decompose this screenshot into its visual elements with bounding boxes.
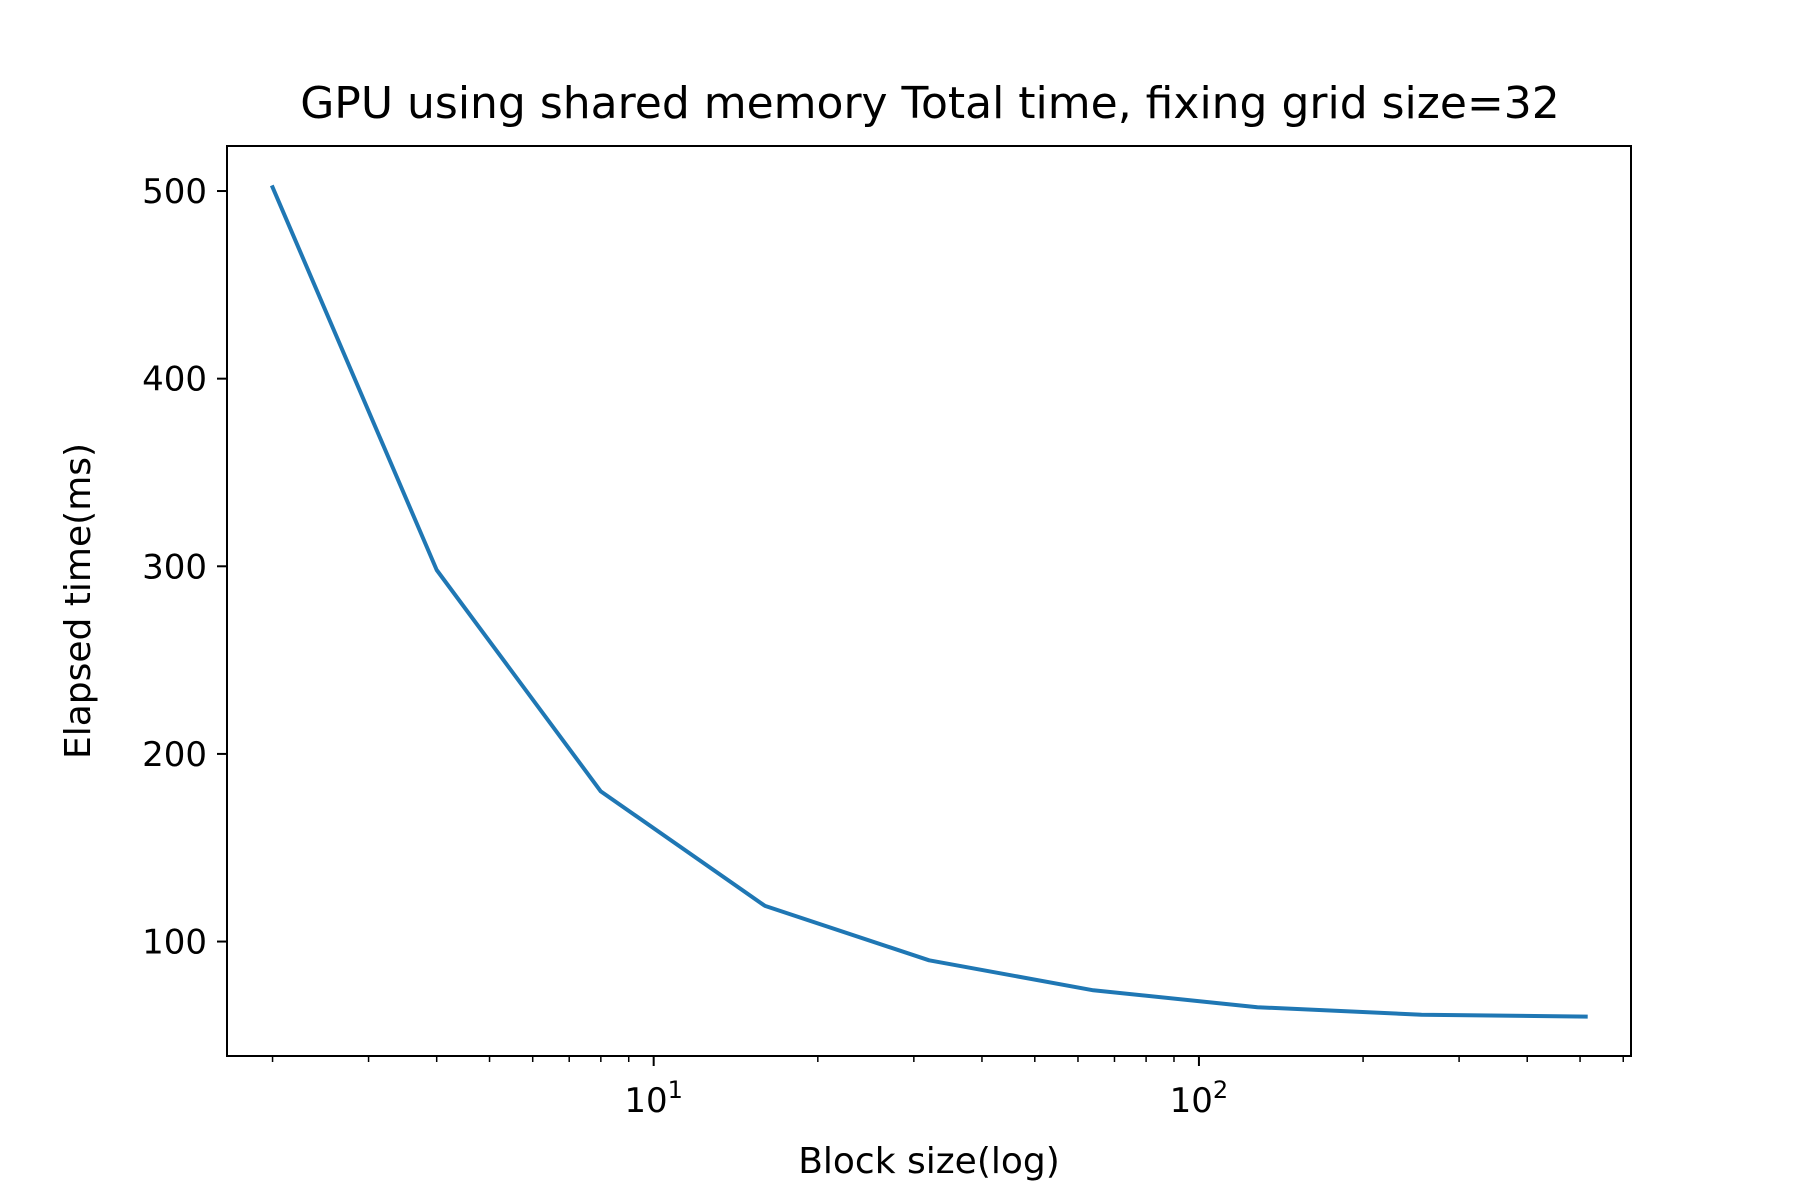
y-tick-label: 100 xyxy=(142,923,207,963)
series-layer xyxy=(269,184,1588,1019)
axes: 100 200 300 400 500 101 102 xyxy=(142,172,1624,1121)
y-tick-label: 500 xyxy=(142,172,207,212)
y-tick-label: 300 xyxy=(142,547,207,587)
x-tick-label: 102 xyxy=(1170,1076,1229,1121)
x-tick-label: 101 xyxy=(624,1076,683,1121)
series-line xyxy=(269,184,1588,1019)
plot-frame xyxy=(226,145,1632,1057)
x-axis-label: Block size(log) xyxy=(798,1141,1060,1182)
y-tick-label: 200 xyxy=(142,735,207,775)
chart-title: GPU using shared memory Total time, fixi… xyxy=(300,78,1560,129)
y-tick-label: 400 xyxy=(142,360,207,400)
y-axis-label: Elapsed time(ms) xyxy=(58,443,99,759)
